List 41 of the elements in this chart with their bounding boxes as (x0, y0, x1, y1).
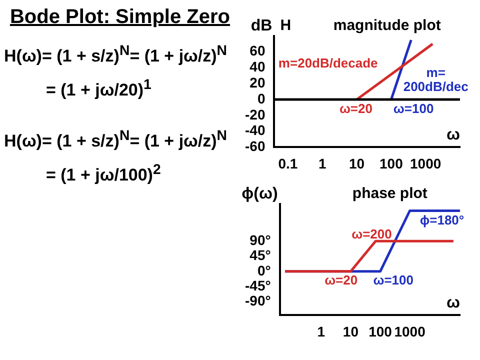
x-tick-label: 10 (348, 155, 365, 172)
x-axis-title: ω (446, 126, 460, 144)
chart-title: phase plot (352, 185, 428, 202)
annotation: ω=20 (339, 100, 372, 116)
y-tick-label: -45° (244, 277, 271, 294)
x-tick-label: 1 (317, 323, 326, 340)
x-tick-label: 1000 (394, 323, 426, 340)
chart-title: magnitude plot (333, 17, 441, 34)
y-tick-label: 40 (250, 58, 266, 75)
annotation: ω=200 (352, 226, 392, 242)
y-tick-label: 45° (250, 247, 271, 264)
annotation: m=20dB/decade (278, 55, 378, 70)
text: H(ω)= (1 + s/z)$^{N}$= (1 + jω/z)$^{N}$ (4, 43, 228, 67)
x-tick-label: 100 (379, 155, 404, 172)
y-tick-label: 0 (257, 90, 266, 106)
y-tick-label: -20 (245, 106, 266, 122)
text: = (1 + jω/20)$^{1}$ (46, 76, 152, 100)
annotation: m= 200dB/dec (403, 65, 468, 94)
annotation: ω=20 (324, 272, 358, 288)
y-tick-label: -90° (244, 292, 271, 309)
x-tick-label: 1 (318, 155, 326, 172)
text: = (1 + jω/100)$^{2}$ (46, 162, 162, 186)
y-tick-label: 90° (250, 232, 271, 248)
y-tick-label: -40 (245, 122, 266, 138)
y-tick-label: 20 (250, 74, 266, 91)
y-axis-title: dB (250, 17, 272, 34)
y-axis-title: ϕ(ω) (242, 185, 278, 202)
x-tick-label: 1000 (410, 155, 442, 172)
y-tick-label: 60 (250, 42, 266, 59)
x-tick-label: 10 (342, 323, 359, 340)
annotation: ω=100 (373, 272, 414, 288)
x-tick-label: 0.1 (278, 155, 298, 172)
annotation: ϕ=180° (420, 212, 464, 228)
text: Bode Plot: Simple Zero (8, 6, 232, 29)
x-axis-title: ω (446, 294, 460, 312)
text: H (280, 17, 292, 34)
text: H(ω)= (1 + s/z)$^{N}$= (1 + jω/z)$^{N}$ (4, 128, 228, 152)
y-tick-label: -60 (245, 138, 266, 154)
x-tick-label: 100 (368, 323, 392, 340)
y-tick-label: 0° (257, 262, 271, 278)
annotation: ω=100 (393, 100, 434, 116)
